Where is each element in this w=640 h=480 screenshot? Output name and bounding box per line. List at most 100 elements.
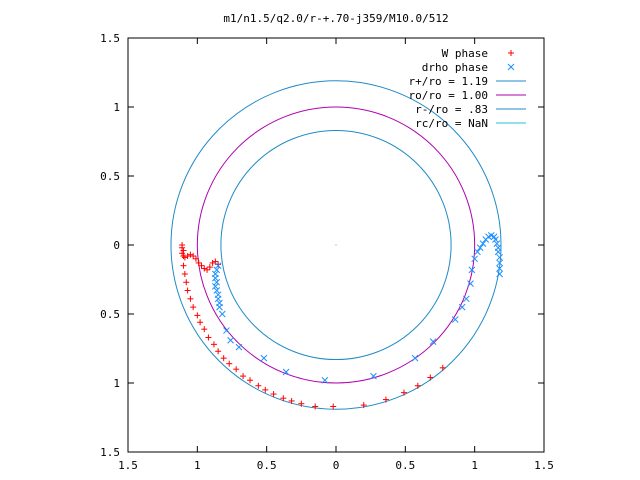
drho-phase-point	[235, 343, 243, 351]
x-tick-label: 0	[333, 459, 340, 472]
drho-phase-point	[451, 316, 459, 323]
drho-phase-point	[496, 254, 503, 261]
y-tick-label: 1.5	[100, 32, 120, 45]
w-phase-point	[197, 319, 204, 326]
origin-dot	[335, 244, 337, 246]
radius-circle	[220, 129, 452, 361]
legend-label: r-/ro = .83	[415, 103, 488, 116]
w-phase-point	[184, 287, 191, 294]
y-tick-label: 1	[113, 377, 120, 390]
w-phase-point	[247, 377, 254, 384]
w-phase-point	[180, 247, 187, 254]
w-phase-point	[198, 262, 205, 269]
drho-phase-point	[471, 255, 479, 263]
w-phase-point	[220, 355, 227, 362]
w-phase-point	[180, 262, 187, 269]
w-phase-point	[330, 403, 337, 410]
legend-label: rc/ro = NaN	[415, 117, 488, 130]
w-phase-point	[215, 348, 222, 355]
drho-phase-point	[458, 303, 466, 311]
drho-phase-point	[468, 266, 476, 274]
drho-phase-point	[214, 295, 222, 303]
w-phase-point	[255, 382, 262, 389]
w-phase-point	[190, 253, 197, 260]
drho-phase-point	[462, 295, 470, 303]
w-phase-point	[427, 374, 434, 381]
w-phase-point	[179, 250, 186, 257]
w-phase-point	[181, 254, 188, 261]
drho-phase-point	[474, 248, 481, 256]
w-phase-point	[233, 366, 240, 373]
drho-phase-point	[496, 259, 503, 267]
w-phase-point	[215, 261, 222, 268]
drho-phase-point	[216, 303, 223, 311]
legend-swatch	[507, 63, 515, 71]
drho-phase-point	[370, 372, 377, 380]
drho-phase-point	[496, 270, 503, 278]
chart-title: m1/n1.5/q2.0/r-+.70-j359/M10.0/512	[223, 12, 448, 25]
w-phase-point	[190, 304, 197, 311]
drho-phase-point	[212, 283, 219, 290]
w-phase-point	[187, 251, 194, 258]
drho-phase-point	[212, 274, 219, 282]
w-phase-point	[192, 255, 199, 262]
drho-phase-point	[492, 236, 499, 243]
legend-swatch	[508, 50, 514, 56]
drho-phase-point	[479, 240, 487, 247]
legend-label: ro/ro = 1.00	[409, 89, 488, 102]
w-phase-point	[212, 258, 219, 265]
x-tick-label: 1.5	[118, 459, 138, 472]
w-phase-point	[400, 389, 407, 396]
drho-phase-point	[496, 265, 503, 272]
x-axis-labels: 1.5 1 0.5 0 0.5 1 1.5	[118, 459, 554, 472]
w-phase-point	[312, 403, 319, 410]
drho-phase-point	[411, 354, 419, 362]
x-tick-label: 1	[471, 459, 478, 472]
w-phase-point	[194, 312, 201, 319]
w-phase-point	[414, 382, 421, 389]
legend-label: W phase	[442, 47, 488, 60]
legend-label: r+/ro = 1.19	[409, 75, 488, 88]
y-tick-label: 0.5	[100, 308, 120, 321]
w-phase-point	[195, 259, 202, 266]
w-phase-point	[201, 326, 208, 333]
w-phase-point	[439, 364, 446, 371]
drho-phase-point	[494, 248, 502, 256]
w-phase-point	[206, 264, 213, 271]
x-tick-label: 0.5	[395, 459, 415, 472]
w-phase-point	[382, 396, 389, 403]
w-phase-point	[298, 400, 305, 407]
drho-phase-point	[218, 310, 226, 318]
w-phase-point	[204, 266, 211, 273]
drho-phase-point	[223, 327, 230, 334]
y-tick-label: 1.5	[100, 446, 120, 459]
w-phase-point	[270, 391, 277, 398]
w-phase-point	[280, 395, 287, 402]
w-phase-point	[184, 253, 191, 260]
drho-phase-point	[321, 376, 329, 384]
drho-phase-point	[213, 278, 221, 286]
y-tick-label: 0.5	[100, 170, 120, 183]
phase-points	[179, 231, 503, 410]
drho-phase-point	[213, 287, 221, 294]
legend-label: drho phase	[422, 61, 488, 74]
axis-ticks	[127, 37, 545, 453]
drho-phase-point	[476, 244, 484, 252]
drho-phase-point	[213, 266, 221, 274]
radius-circle	[196, 106, 476, 384]
w-phase-point	[209, 259, 216, 266]
w-phase-point	[288, 397, 295, 404]
drho-phase-point	[467, 280, 474, 287]
w-phase-point	[181, 270, 188, 277]
x-tick-label: 0.5	[257, 459, 277, 472]
drho-phase-point	[214, 262, 222, 270]
w-phase-point	[226, 360, 233, 367]
w-phase-point	[179, 244, 186, 251]
drho-phase-point	[260, 354, 268, 362]
w-phase-point	[360, 402, 367, 409]
drho-phase-point	[282, 368, 290, 376]
w-phase-point	[183, 279, 190, 286]
y-tick-label: 0	[113, 239, 120, 252]
